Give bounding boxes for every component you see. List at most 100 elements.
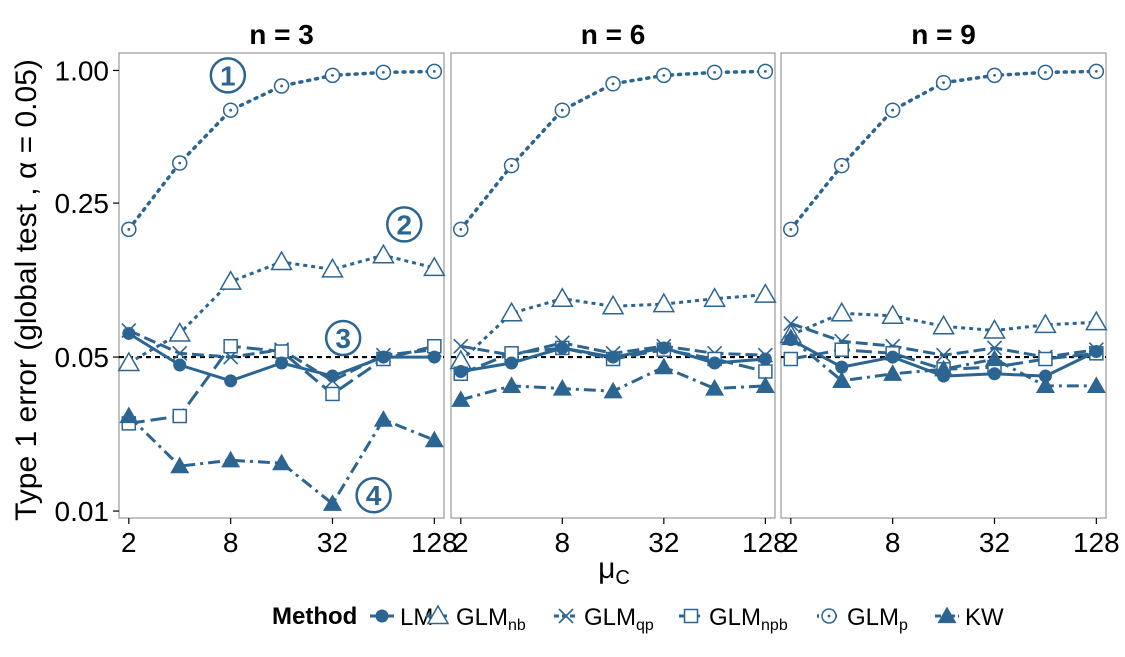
legend-label-main: GLM [584, 604, 636, 631]
series-kw [451, 357, 775, 407]
data-point [656, 67, 672, 84]
data-point [603, 381, 623, 399]
annotation-2: 2 [386, 206, 423, 243]
data-point [606, 350, 620, 364]
data-point [325, 386, 340, 402]
legend-label-main: KW [965, 604, 1004, 631]
annotation-label: 4 [366, 480, 382, 511]
data-point [424, 430, 444, 448]
data-point [783, 351, 799, 367]
data-point [884, 102, 901, 118]
data-point [757, 63, 774, 80]
x-axis-title-main: μ [598, 552, 615, 585]
legend-marker [558, 608, 574, 624]
data-point [652, 292, 676, 313]
data-point [654, 357, 674, 375]
data-point [171, 155, 188, 171]
data-point [1086, 376, 1106, 394]
data-point [173, 358, 187, 372]
data-point [832, 371, 852, 388]
legend-item-glmnb: GLMnb [426, 604, 526, 634]
panel-frame [450, 52, 776, 519]
data-point [453, 338, 469, 354]
x-axis-title-sub: C [615, 567, 629, 589]
legend-item-glmqp: GLMqp [554, 604, 654, 634]
annotation-4: 4 [355, 476, 392, 514]
data-point [373, 410, 393, 427]
data-point [270, 250, 293, 271]
data-point [986, 340, 1003, 356]
series-glmp [783, 63, 1105, 238]
legend-item-glmnpb: GLMnpb [679, 604, 788, 634]
data-point [703, 287, 726, 307]
data-point [375, 64, 392, 81]
data-point [886, 350, 900, 364]
data-point [172, 408, 187, 424]
legend-label: GLMp [847, 604, 908, 634]
x-tick-label: 32 [648, 527, 679, 558]
legend-label-main: GLM [847, 604, 899, 631]
y-axis-title: Type 1 error (global test , α = 0.05) [10, 59, 43, 521]
data-point [936, 347, 952, 363]
data-point [121, 221, 137, 238]
data-point [1035, 376, 1055, 394]
data-point [783, 221, 799, 238]
data-point [551, 287, 574, 307]
data-point [122, 326, 136, 340]
data-point [119, 406, 139, 424]
legend-marker [426, 604, 450, 625]
data-point [224, 374, 238, 388]
data-point [219, 270, 242, 290]
annotation-3: 3 [324, 319, 362, 357]
legend-item-glmp: GLMp [817, 604, 908, 634]
data-point [324, 67, 341, 84]
series-kw [781, 328, 1106, 394]
x-tick-label: 128 [742, 527, 789, 558]
x-tick-label: 8 [555, 527, 571, 558]
data-point [426, 63, 443, 80]
data-point [273, 78, 290, 94]
data-point [1038, 369, 1052, 383]
x-tick-label: 8 [223, 527, 239, 558]
data-point [755, 376, 775, 394]
data-point [117, 351, 141, 372]
data-point [984, 349, 1004, 367]
x-tick-label: 128 [1073, 527, 1120, 558]
legend-marker [375, 609, 389, 623]
data-point [372, 243, 395, 264]
data-point [835, 360, 849, 374]
series-lm [454, 341, 772, 378]
series-lm [122, 326, 441, 388]
data-point [935, 74, 952, 91]
data-point [274, 344, 289, 359]
annotation-label: 3 [335, 323, 351, 354]
legend-marker [937, 606, 957, 624]
legend-label: KW [965, 604, 1004, 631]
x-tick-label: 2 [783, 527, 799, 558]
data-point [781, 328, 801, 346]
data-point [881, 304, 904, 325]
legend-marker [821, 608, 837, 624]
panel-title: n = 3 [249, 19, 314, 50]
data-point [1085, 310, 1108, 331]
data-point [833, 157, 850, 174]
x-axis-title: μC [598, 552, 630, 589]
data-point [657, 341, 671, 355]
data-point [272, 453, 292, 471]
data-point [552, 378, 572, 396]
data-point [325, 369, 339, 383]
data-point [451, 390, 471, 407]
panel-title: n = 6 [581, 19, 646, 50]
data-point [168, 321, 192, 342]
data-point [500, 301, 523, 322]
panel-1: n = 3 2 8 32 128 1 2 3 4 [117, 19, 458, 558]
panel-frame [118, 52, 445, 519]
legend: Method LM GLMnb GLMqp GLMnpb GLMp KW [272, 603, 1004, 634]
x-tick-label: 32 [979, 527, 1010, 558]
data-point [987, 367, 1001, 381]
data-point [601, 294, 625, 315]
x-tick-label: 2 [121, 527, 137, 558]
data-point [1089, 344, 1103, 358]
data-point [758, 364, 773, 379]
